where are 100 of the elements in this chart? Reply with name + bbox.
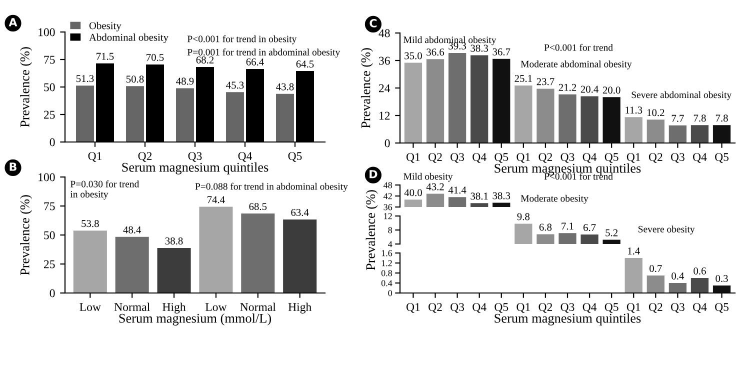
x-tick-label: Q2 <box>648 153 662 163</box>
x-axis-title: Serum magnesium quintiles <box>494 313 641 326</box>
bar <box>668 125 687 143</box>
bar <box>580 96 598 143</box>
bar <box>276 94 294 142</box>
data-label: 10.2 <box>647 109 664 116</box>
data-label: 5.2 <box>606 229 618 236</box>
x-tick-label: Q3 <box>670 153 684 163</box>
x-tick-label: Q5 <box>604 153 618 163</box>
bar <box>470 55 488 143</box>
x-tick-label: Q2 <box>138 152 152 162</box>
data-label: 7.8 <box>716 114 728 122</box>
x-tick-label: Q5 <box>604 303 618 313</box>
y-tick-label: 24 <box>378 84 390 92</box>
data-label: 53.8 <box>82 220 99 228</box>
annotation: P=0.001 for trend in abdominal obesity <box>187 48 340 58</box>
data-label: 41.4 <box>448 186 466 194</box>
data-label: 71.5 <box>96 52 114 60</box>
x-tick-label: Q5 <box>715 303 729 313</box>
data-label: 43.8 <box>276 83 294 90</box>
x-tick-label: High <box>162 302 186 314</box>
bar <box>536 88 554 143</box>
bar <box>514 85 532 143</box>
y-tick-label: 75 <box>44 56 55 64</box>
y-tick-label: 25 <box>44 110 55 119</box>
annotation: P=0.030 for trend in obesity <box>70 180 140 200</box>
y-tick-label: 0.4 <box>381 280 392 286</box>
x-tick-label: Q5 <box>715 153 729 163</box>
x-tick-label: Normal <box>240 302 276 312</box>
x-tick-label: Q1 <box>626 303 640 313</box>
data-label: 21.2 <box>558 84 576 91</box>
data-label: 6.8 <box>539 224 552 231</box>
x-tick-label: Q3 <box>450 303 464 313</box>
y-axis-title: Prevalence (%) <box>20 195 32 276</box>
data-label: 64.5 <box>296 60 314 68</box>
y-tick-label: 0 <box>384 139 390 148</box>
x-tick-label: Low <box>80 303 101 312</box>
x-tick-label: Q1 <box>626 153 640 163</box>
data-label: 38.8 <box>165 237 183 245</box>
annotation: Moderate abdominal obesity <box>520 60 632 70</box>
data-label: 51.3 <box>76 75 94 82</box>
x-tick-label: Q4 <box>582 303 597 313</box>
bar <box>115 236 149 293</box>
x-tick-label: Q4 <box>582 153 597 163</box>
x-tick-label: Q2 <box>428 153 442 163</box>
data-label: 38.1 <box>470 192 488 200</box>
y-tick-label: 1.2 <box>382 260 392 266</box>
y-tick-label: 0.8 <box>381 270 392 276</box>
y-tick-label: 1.6 <box>382 250 392 256</box>
y-tick-label: 25 <box>44 260 55 268</box>
x-tick-label: Q1 <box>88 152 102 162</box>
x-tick-label: Normal <box>114 302 150 312</box>
x-tick-label: Q2 <box>428 303 442 313</box>
bar <box>712 125 731 143</box>
bar <box>226 92 244 142</box>
data-label: 38.3 <box>492 192 510 200</box>
annotation: P=0.088 for trend in abdominal obesity <box>195 182 348 192</box>
data-label: 70.5 <box>146 54 164 61</box>
annotation: Severe obesity <box>638 226 695 234</box>
y-tick-label: 12 <box>380 112 390 120</box>
bar <box>176 88 194 142</box>
legend-label: Abdominal obesity <box>89 33 168 43</box>
data-label: 66.4 <box>246 58 264 66</box>
data-label: 23.7 <box>536 78 554 86</box>
y-tick-label: 75 <box>44 202 55 210</box>
bar <box>602 97 620 143</box>
bar <box>646 120 664 143</box>
bar <box>126 86 144 142</box>
data-label: 35.0 <box>404 52 422 60</box>
data-label: 74.4 <box>208 196 225 204</box>
annotation: Severe abdominal obesity <box>632 91 732 100</box>
bar <box>712 286 731 293</box>
annotation: Moderate obesity <box>520 194 588 204</box>
y-tick-label: 0 <box>50 289 55 298</box>
y-tick-label: 100 <box>38 28 55 36</box>
x-tick-label: Q5 <box>288 152 302 162</box>
bar <box>668 283 687 293</box>
data-label: 68.2 <box>196 56 214 64</box>
text: D <box>370 170 378 178</box>
bar <box>690 125 709 143</box>
y-axis-title: Prevalence (%) <box>20 47 32 128</box>
data-label: 48.4 <box>123 226 142 234</box>
y-tick-label: 0 <box>388 290 392 296</box>
x-tick-label: Q4 <box>693 153 707 163</box>
x-tick-label: Q3 <box>560 303 574 313</box>
y-tick-label: 50 <box>44 83 55 92</box>
bar <box>241 214 275 293</box>
x-tick-label: Q4 <box>238 152 252 162</box>
x-tick-label: High <box>288 302 312 314</box>
data-label: 20.0 <box>602 86 620 94</box>
y-tick-label: 4 <box>388 241 392 248</box>
data-label: 25.1 <box>514 74 532 82</box>
x-tick-label: Q1 <box>516 303 530 313</box>
y-tick-label: 48 <box>378 29 390 38</box>
bar <box>558 94 576 143</box>
x-tick-label: Q4 <box>472 303 486 313</box>
data-label: 63.4 <box>291 208 309 216</box>
bar <box>157 248 191 293</box>
bar <box>690 278 709 293</box>
bar <box>492 58 510 143</box>
